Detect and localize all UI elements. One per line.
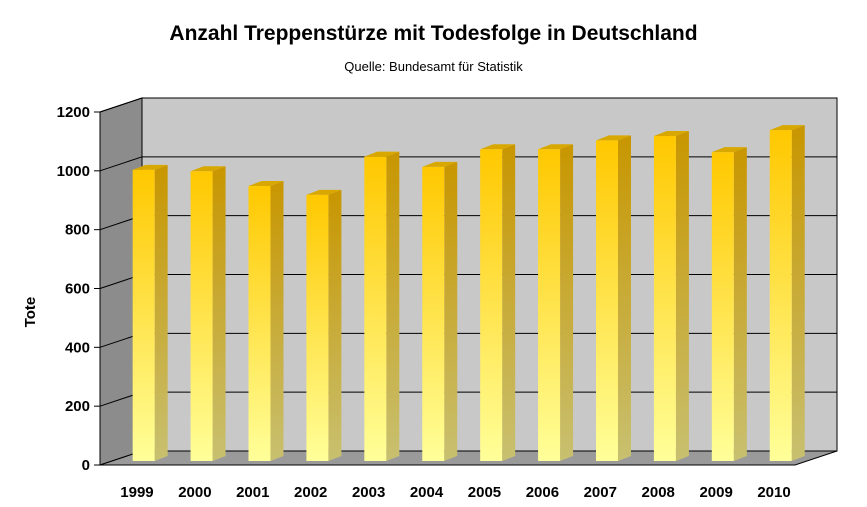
bar — [538, 144, 574, 461]
bar — [306, 189, 342, 461]
bar-front — [364, 156, 387, 462]
bar-top — [711, 147, 747, 153]
bar-side — [617, 135, 631, 461]
bar-side — [154, 164, 168, 462]
bar — [595, 135, 631, 461]
y-tick-label: 200 — [65, 398, 90, 415]
x-tick-label: 1999 — [120, 484, 153, 501]
floor — [99, 450, 838, 466]
bar-top — [769, 125, 805, 131]
bar-front — [422, 166, 445, 461]
y-tick-label: 400 — [65, 339, 90, 356]
chart-subtitle: Quelle: Bundesamt für Statistik — [344, 59, 523, 74]
bar-front — [248, 186, 271, 461]
y-axis-label: Tote — [22, 297, 39, 328]
bar-side — [270, 181, 284, 461]
bar-side — [733, 147, 747, 461]
bar-top — [190, 166, 226, 172]
bar-top — [306, 189, 342, 195]
bar-top — [248, 181, 284, 187]
y-tick-label: 800 — [65, 222, 90, 239]
bar — [248, 181, 284, 461]
axes: 0 200 400 600 800 1000 1200 1999 2000 2001 2002 200… — [57, 104, 791, 501]
x-tick-label: 2007 — [584, 484, 617, 501]
bar-front — [190, 171, 213, 461]
bar-side — [386, 151, 400, 462]
bar-front — [306, 194, 329, 461]
bar-side — [328, 189, 342, 461]
bar-front — [480, 149, 503, 461]
bar-top — [480, 144, 516, 150]
bar-top — [538, 144, 574, 150]
x-tick-label: 2008 — [642, 484, 675, 501]
x-tick-label: 2010 — [757, 484, 790, 501]
y-tick-label: 0 — [82, 457, 90, 474]
x-tick-label: 2009 — [699, 484, 732, 501]
bar-front — [769, 130, 792, 461]
x-tick-label: 2002 — [294, 484, 327, 501]
bar — [769, 125, 805, 461]
bar — [190, 166, 226, 461]
bar-side — [444, 161, 458, 461]
gridline — [99, 97, 837, 113]
bar — [711, 147, 747, 461]
x-tick-label: 2006 — [526, 484, 559, 501]
x-tick-label: 2005 — [468, 484, 501, 501]
bar-front — [595, 140, 618, 461]
bar-side — [212, 166, 226, 461]
bar-top — [364, 151, 400, 157]
bar-front — [653, 136, 676, 462]
x-tick-label: 2003 — [352, 484, 385, 501]
x-tick-label: 2004 — [410, 484, 444, 501]
bar-front — [711, 152, 734, 461]
y-tick-label: 1000 — [57, 163, 90, 180]
bar-top — [653, 131, 689, 137]
bar — [422, 161, 458, 461]
bar-side — [791, 125, 805, 461]
bar — [132, 164, 168, 462]
y-tick-label: 600 — [65, 281, 90, 298]
y-tick-label: 1200 — [57, 104, 90, 121]
bar-front — [538, 149, 561, 461]
x-tick-label: 2000 — [178, 484, 211, 501]
bar-side — [675, 131, 689, 462]
bar — [480, 144, 516, 461]
bar-side — [502, 144, 516, 461]
bars — [132, 125, 805, 462]
bar — [364, 151, 400, 462]
bar-front — [132, 169, 155, 462]
bar-side — [560, 144, 574, 461]
bar-top — [132, 164, 168, 170]
bar-top — [422, 161, 458, 167]
x-tick-label: 2001 — [236, 484, 269, 501]
chart-title: Anzahl Treppenstürze mit Todesfolge in D… — [169, 22, 698, 45]
bar-top — [595, 135, 631, 141]
bar — [653, 131, 689, 462]
